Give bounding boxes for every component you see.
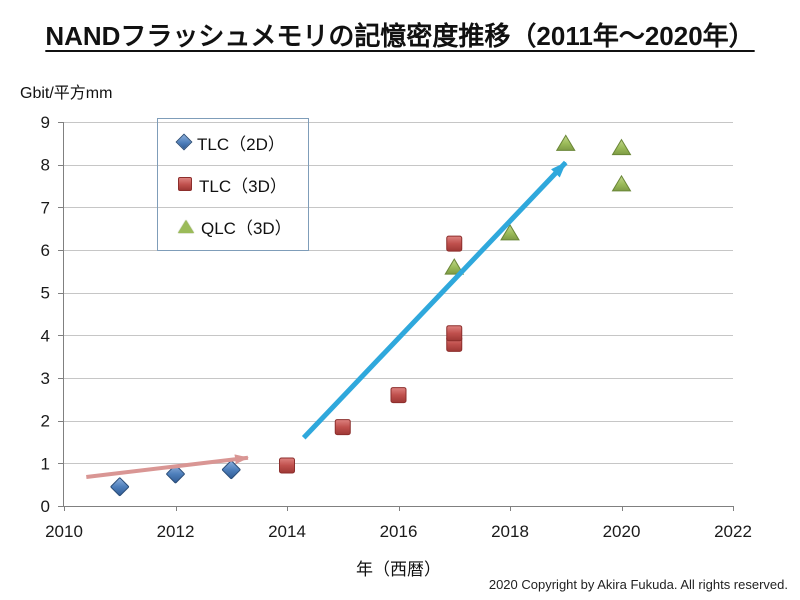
y-tick-label: 0 [41,497,50,516]
y-tick-label: 1 [41,454,50,473]
trend-arrows [86,160,568,479]
tick-labels: 0 1 2 3 4 5 6 7 8 9 2010 2012 2014 2016 2018 2020 2022 [41,113,752,541]
data-point-qlc-3d [611,138,632,156]
x-tick-label: 2018 [491,522,529,541]
data-point-tlc-3d [390,387,407,404]
data-point-tlc-3d [279,457,295,474]
copyright-text: 2020 Copyright by Akira Fukuda. All righ… [488,577,788,592]
data-point-qlc-3d [444,258,465,275]
data-point-tlc-3d [334,419,351,436]
legend-label: QLC（3D） [201,219,292,239]
legend-item-qlc-3d: QLC（3D） [178,214,308,239]
early-trend-arrow [86,454,249,479]
data-point-qlc-3d [555,134,576,151]
y-tick-label: 7 [41,198,50,217]
data-point-tlc-2d [166,464,185,484]
y-axis-unit-label: Gbit/平方mm [20,85,113,102]
y-tick-label: 9 [41,113,50,132]
y-tick-label: 5 [41,284,50,303]
y-tick-label: 8 [41,156,50,175]
x-tick-label: 2022 [714,522,752,541]
legend-label: TLC（3D） [199,176,287,196]
x-tick-label: 2014 [268,522,306,541]
y-tick-label: 2 [41,412,50,431]
data-point-tlc-2d [221,460,241,480]
chart-title: NANDフラッシュメモリの記憶密度推移（2011年～2020年） [45,21,755,51]
x-tick-label: 2020 [603,522,641,541]
x-tick-label: 2016 [380,522,418,541]
data-point-tlc-3d [446,325,463,342]
y-tick-label: 3 [41,369,50,388]
data-point-tlc-3d [446,235,463,252]
x-tick-label: 2012 [157,522,195,541]
y-tick-label: 4 [41,326,50,345]
x-axis-title: 年（西暦） [356,560,441,579]
y-tick-label: 6 [41,241,50,260]
data-point-qlc-3d [500,223,520,241]
red-square-marker-icon [178,177,192,192]
data-point-tlc-2d [110,477,130,497]
legend-item-tlc-3d: TLC（3D） [178,172,308,197]
axes [58,122,734,511]
x-tick-label: 2010 [45,522,83,541]
late-trend-arrow [301,160,568,440]
green-triangle-marker-icon [178,220,194,234]
blue-diamond-marker-icon [175,133,193,151]
chart-legend: TLC（2D） TLC（3D） QLC（3D） [157,118,309,251]
data-point-qlc-3d [611,174,632,192]
legend-label: TLC（2D） [197,134,285,154]
data-series [110,134,632,497]
legend-item-tlc-2d: TLC（2D） [175,130,308,155]
